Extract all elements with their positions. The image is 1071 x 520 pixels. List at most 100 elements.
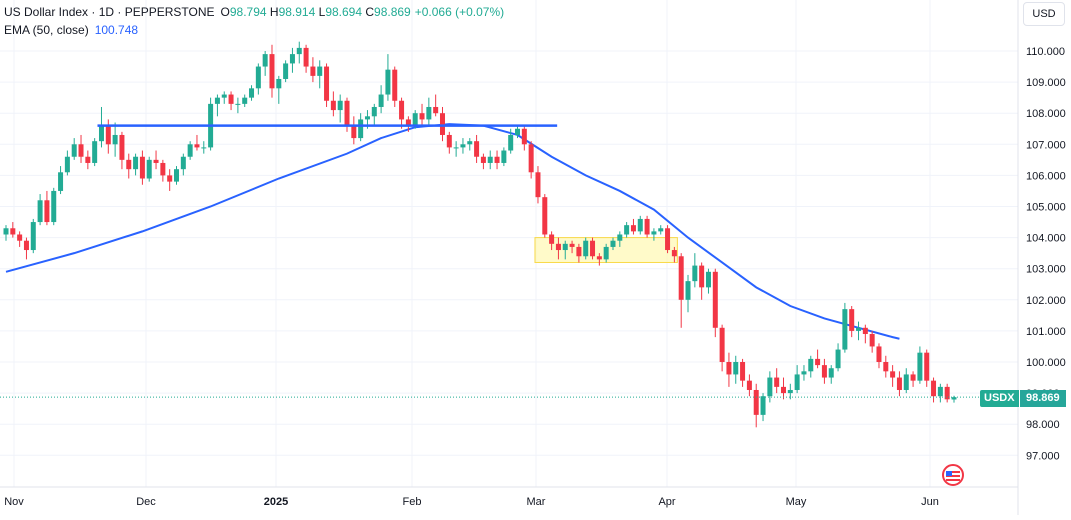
candle-body [160, 162, 166, 176]
candle-body [767, 377, 773, 397]
candle-body [617, 234, 623, 241]
candle-body [944, 386, 950, 400]
candle-body [555, 243, 561, 251]
candle-body [276, 78, 282, 89]
candle-body [242, 97, 248, 104]
candle-body [460, 144, 466, 148]
candle-body [371, 106, 377, 117]
symbol-legend-row[interactable]: US Dollar Index · 1D · PEPPERSTONE O98.7… [4, 3, 504, 21]
candle-body [712, 271, 718, 328]
candle-body [692, 265, 698, 282]
candle-body [576, 246, 582, 257]
ema-indicator-name[interactable]: EMA (50, close) [4, 23, 89, 37]
candle-body [139, 156, 145, 179]
candle-body [542, 197, 548, 235]
candle-body [590, 240, 596, 257]
candle-body [937, 386, 943, 397]
y-tick-label: 97.000 [1026, 450, 1060, 462]
candle-body [317, 66, 323, 76]
candle-body [896, 377, 902, 390]
candle-body [740, 362, 746, 381]
candle-body [378, 94, 384, 107]
ohlc-values: O98.794 H98.914 L98.694 C98.869 [221, 3, 411, 21]
y-tick-label: 98.000 [1026, 419, 1060, 431]
candle-body [835, 349, 841, 369]
candle-body [119, 134, 125, 160]
candle-body [364, 116, 370, 120]
candle-body [705, 271, 711, 288]
candle-body [92, 141, 98, 163]
candle-body [569, 243, 575, 247]
candle-body [412, 113, 418, 126]
low-label: L [318, 5, 326, 19]
candle-body [685, 281, 691, 300]
candle-body [283, 63, 289, 79]
candle-body [10, 228, 16, 235]
y-tick-label: 109.000 [1026, 77, 1066, 89]
x-tick-label: Feb [403, 496, 422, 508]
currency-button[interactable]: USD [1023, 2, 1065, 26]
candle-body [174, 169, 180, 182]
candle-body [344, 100, 350, 126]
candle-body [324, 66, 330, 101]
candle-body [774, 377, 780, 387]
candle-body [446, 134, 452, 148]
close-label: C [365, 5, 375, 19]
price-tag-symbol: USDX [980, 390, 1019, 407]
candle-body [699, 265, 705, 288]
candle-body [433, 106, 439, 114]
candle-body [678, 256, 684, 300]
candle-body [815, 358, 821, 366]
open-label: O [220, 5, 230, 19]
candle-body [658, 228, 664, 232]
candle-body [753, 389, 759, 415]
candle-body [133, 156, 139, 170]
candle-body [474, 141, 480, 157]
candle-body [876, 346, 882, 362]
ema-indicator-value: 100.748 [94, 23, 139, 37]
candle-body [562, 243, 568, 251]
candle-body [289, 54, 295, 64]
symbol-title[interactable]: US Dollar Index · 1D · PEPPERSTONE [4, 5, 215, 19]
ema-line [5, 123, 900, 340]
candle-body [637, 218, 643, 232]
candle-body [392, 69, 398, 101]
candle-body [794, 374, 800, 390]
candle-body [494, 156, 500, 163]
y-tick-label: 104.000 [1026, 233, 1066, 245]
candle-body [262, 54, 268, 67]
candle-body [235, 103, 241, 105]
candle-body [453, 147, 459, 149]
candle-body [296, 47, 302, 55]
candle-body [71, 144, 77, 157]
candle-body [30, 222, 36, 251]
y-tick-label: 102.000 [1026, 295, 1066, 307]
candle-body [903, 374, 909, 390]
x-tick-label: May [786, 496, 807, 508]
candle-body [515, 128, 521, 135]
chart-legend: US Dollar Index · 1D · PEPPERSTONE O98.7… [4, 3, 504, 39]
candle-body [310, 66, 316, 76]
candle-body [931, 380, 937, 397]
candle-body [821, 365, 827, 378]
candle-body [385, 69, 391, 95]
ema-legend-row[interactable]: EMA (50, close) 100.748 [4, 21, 504, 39]
candle-body [98, 125, 104, 142]
candle-body [487, 156, 493, 163]
y-tick-label: 108.000 [1026, 108, 1066, 120]
candle-body [153, 159, 159, 163]
candle-body [78, 144, 84, 157]
candle-body [303, 47, 309, 67]
candle-body [780, 386, 786, 394]
us-flag-icon[interactable] [942, 464, 964, 486]
x-tick-label: Mar [527, 496, 546, 508]
candle-body [583, 240, 589, 257]
candle-body [358, 119, 364, 139]
candle-body [337, 100, 343, 111]
candle-body [549, 234, 555, 244]
open-value: 98.794 [229, 5, 267, 19]
candle-body [665, 228, 671, 251]
candle-body [126, 159, 132, 170]
